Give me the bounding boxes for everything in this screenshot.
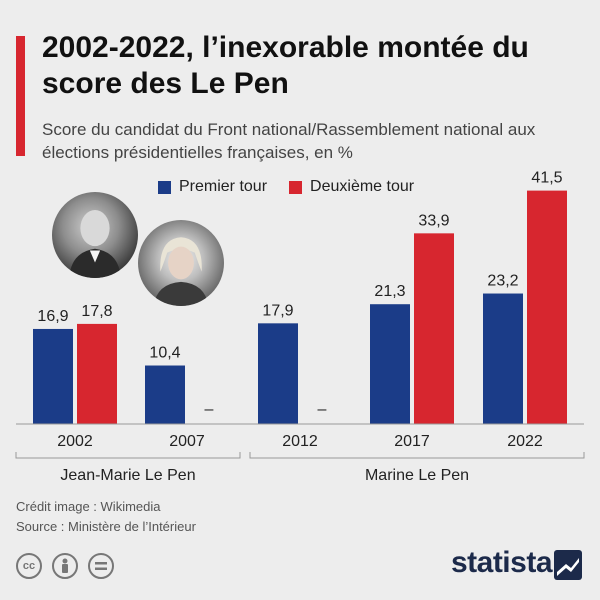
nd-icon[interactable] — [88, 553, 114, 579]
legend-swatch-premier — [158, 180, 171, 194]
statista-logo-icon — [554, 550, 582, 580]
bar-value-label: 17,8 — [81, 303, 112, 320]
credits: Crédit image : Wikimedia Source : Minist… — [16, 497, 196, 537]
bar-value-label: 21,3 — [374, 283, 405, 300]
license-icons: cc — [16, 553, 124, 579]
bar-value-label: – — [318, 401, 327, 418]
x-tick-label: 2002 — [57, 433, 93, 450]
bar-value-label: 17,9 — [262, 302, 293, 319]
bar-value-label: 33,9 — [418, 212, 449, 229]
bar-deuxieme-2022 — [527, 190, 567, 424]
legend: Premier tour Deuxième tour — [158, 176, 436, 198]
legend-label-premier: Premier tour — [179, 178, 268, 195]
bar-premier-2017 — [370, 304, 410, 424]
bar-value-label: – — [205, 401, 214, 418]
bar-chart: 16,9 17,8200210,4–200717,9–201221,333,920… — [15, 170, 585, 484]
bar-deuxieme-2002 — [77, 323, 117, 424]
by-icon[interactable] — [52, 553, 78, 579]
group-label: Marine Le Pen — [365, 467, 469, 484]
legend-swatch-deuxieme — [289, 180, 303, 194]
chart-title: 2002-2022, l’inexorable montée du score … — [42, 31, 529, 100]
title-accent-bar — [16, 36, 25, 156]
bar-value-label: 23,2 — [487, 273, 518, 290]
bar-premier-2012 — [258, 323, 298, 424]
x-tick-label: 2007 — [169, 433, 205, 450]
bar-deuxieme-2017 — [414, 233, 454, 424]
bar-value-label: 16,9 — [37, 308, 68, 325]
x-tick-label: 2012 — [282, 433, 318, 450]
x-tick-label: 2022 — [507, 433, 543, 450]
legend-label-deuxieme: Deuxième tour — [310, 178, 415, 195]
cc-icon[interactable]: cc — [16, 553, 42, 579]
bar-premier-2022 — [483, 293, 523, 424]
statista-logo[interactable]: statista — [450, 546, 553, 579]
source-note: Source : Ministère de l’Intérieur — [16, 519, 196, 534]
portrait-icon — [153, 237, 209, 306]
portrait-icon — [69, 210, 121, 278]
legend-item-premier: Premier tour — [158, 178, 267, 196]
jean-marie-le-pen-photo — [52, 192, 138, 278]
bar-value-label: 10,4 — [149, 345, 180, 362]
group-label: Jean-Marie Le Pen — [60, 467, 195, 484]
group-bracket — [249, 452, 585, 459]
marine-le-pen-photo — [138, 220, 224, 306]
image-credit: Crédit image : Wikimedia — [16, 499, 161, 514]
chart-subtitle: Score du candidat du Front national/Rass… — [42, 120, 536, 162]
bar-premier-2007 — [145, 365, 185, 424]
legend-item-deuxieme: Deuxième tour — [289, 178, 414, 196]
bar-premier-2002 — [33, 328, 73, 424]
x-tick-label: 2017 — [394, 433, 430, 450]
group-bracket — [15, 452, 241, 459]
bar-value-label: 41,5 — [531, 170, 562, 187]
